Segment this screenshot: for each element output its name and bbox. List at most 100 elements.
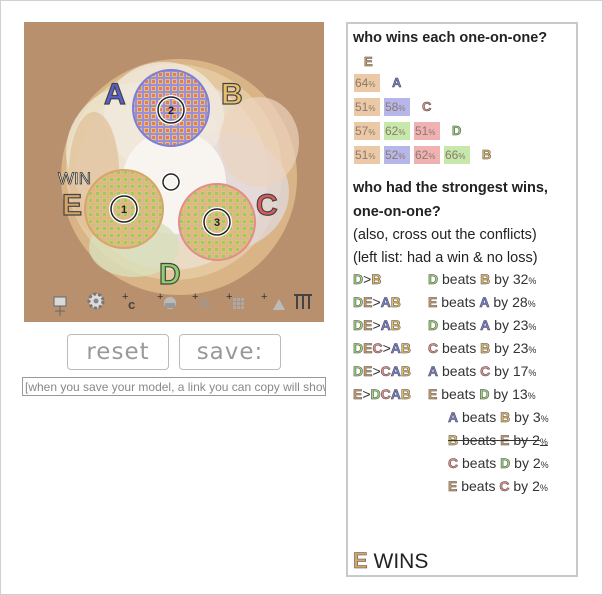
toolbar: + c + + + — [53, 291, 312, 316]
add-triangle-icon[interactable]: + — [261, 291, 285, 310]
letter-A: A — [448, 409, 459, 426]
strongest-note-1: (also, cross out the conflicts) — [353, 227, 537, 243]
letter-D: D — [428, 317, 439, 334]
letter-A: A — [479, 294, 490, 311]
beats-item: C beats B by 23% — [428, 340, 537, 357]
letter-B: B — [400, 386, 412, 403]
matrix-cell: 66% — [444, 146, 470, 164]
letter-C: C — [372, 340, 383, 357]
matrix-row-label: D — [452, 123, 462, 139]
letter-A: A — [390, 363, 402, 380]
matrix-cell: 57% — [354, 122, 380, 140]
voter-map[interactable]: 2 1 3 A B C D E WIN — [24, 22, 324, 322]
win-no-loss-item: E>DCAB — [353, 386, 412, 403]
letter-C: C — [428, 340, 439, 357]
gear-icon[interactable] — [87, 292, 105, 310]
save-link-field[interactable]: [when you save your model, a link you ca… — [22, 377, 326, 396]
letter-D: D — [353, 317, 364, 334]
winner-word: WINS — [373, 550, 429, 573]
letter-A: A — [380, 317, 391, 334]
add-candidate-icon[interactable]: + c — [122, 291, 135, 312]
matrix-cell: 51% — [354, 98, 380, 116]
voter-icon[interactable] — [53, 296, 67, 316]
letter-E: E — [363, 317, 373, 334]
letter-E: E — [428, 294, 438, 311]
letter-E: E — [448, 478, 458, 495]
letter-C: C — [448, 455, 459, 472]
letter-D: D — [353, 340, 364, 357]
beats-item: E beats C by 2% — [448, 478, 548, 495]
letter-A: A — [390, 340, 402, 357]
letter-E: E — [500, 432, 510, 449]
beats-item: E beats D by 13% — [428, 386, 536, 403]
letter-B: B — [390, 294, 402, 311]
beats-item: C beats D by 2% — [448, 455, 549, 472]
svg-text:+: + — [122, 291, 128, 303]
letter-B: B — [480, 271, 491, 288]
letter-A: A — [428, 363, 439, 380]
letter-B: B — [400, 340, 412, 357]
candidate-D[interactable]: D — [158, 257, 181, 291]
matrix-cell: 62% — [384, 122, 410, 140]
letter-C: C — [499, 478, 510, 495]
crowd-number-3: 3 — [214, 217, 220, 229]
win-no-loss-item: DE>AB — [353, 317, 402, 334]
reset-button[interactable]: reset — [67, 334, 169, 370]
matrix-row-label: C — [422, 99, 432, 115]
results-panel: who wins each one-on-one? E 64% A 51% 58% C 57… — [346, 22, 578, 577]
candidate-A[interactable]: A — [103, 77, 126, 111]
beats-item: D beats B by 32% — [428, 271, 537, 288]
win-no-loss-item: DEC>AB — [353, 340, 412, 357]
add-voter-icon[interactable]: + — [157, 291, 176, 309]
matrix-cell: 51% — [354, 146, 380, 164]
letter-D: D — [500, 455, 511, 472]
crowd-number-1: 1 — [121, 204, 127, 216]
letter-A: A — [390, 386, 402, 403]
letter-E: E — [363, 294, 373, 311]
beats-item: B beats E by 2% — [448, 432, 548, 449]
letter-E: E — [353, 386, 363, 403]
candidate-B[interactable]: B — [220, 77, 243, 111]
letter-C: C — [380, 363, 391, 380]
letter-E: E — [428, 386, 438, 403]
crowd-markers[interactable]: 2 1 3 — [109, 95, 232, 237]
letter-C: C — [380, 386, 391, 403]
letter-B: B — [448, 432, 459, 449]
letter-D: D — [428, 271, 439, 288]
svg-text:+: + — [192, 291, 198, 303]
add-grid-icon[interactable]: + — [226, 291, 244, 309]
voter-crowds[interactable] — [84, 69, 256, 261]
strongest-title-2: one-on-one? — [353, 204, 441, 220]
matrix-cell: 51% — [414, 122, 440, 140]
save-button[interactable]: save: — [179, 334, 281, 370]
ballot-box-icon[interactable] — [294, 294, 312, 309]
beats-item: A beats B by 3% — [448, 409, 549, 426]
letter-B: B — [500, 409, 511, 426]
svg-text:c: c — [128, 297, 135, 312]
matrix-row-label: B — [482, 147, 492, 163]
letter-D: D — [479, 386, 490, 403]
candidate-E[interactable]: E — [61, 188, 82, 222]
letter-A: A — [380, 294, 391, 311]
matrix-row-label: A — [392, 75, 402, 91]
letter-D: D — [353, 271, 364, 288]
letter-E: E — [363, 340, 373, 357]
letter-A: A — [480, 317, 491, 334]
beats-item: D beats A by 23% — [428, 317, 537, 334]
letter-D: D — [370, 386, 381, 403]
pairwise-title: who wins each one-on-one? — [353, 30, 548, 46]
simulation-canvas[interactable]: 2 1 3 A B C D E WIN — [24, 22, 324, 322]
add-crowd-icon[interactable]: + — [192, 291, 210, 309]
winner-line: E WINS — [353, 548, 429, 574]
win-no-loss-item: DE>CAB — [353, 363, 412, 380]
winner-letter: E — [353, 548, 368, 574]
matrix-header-letter: E — [364, 54, 373, 70]
letter-B: B — [390, 317, 402, 334]
win-no-loss-item: DE>AB — [353, 294, 402, 311]
beats-item: E beats A by 28% — [428, 294, 536, 311]
win-label: WIN — [58, 169, 91, 188]
candidate-C[interactable]: C — [255, 188, 278, 222]
letter-B: B — [400, 363, 412, 380]
letter-C: C — [480, 363, 491, 380]
matrix-cell: 64% — [354, 74, 380, 92]
